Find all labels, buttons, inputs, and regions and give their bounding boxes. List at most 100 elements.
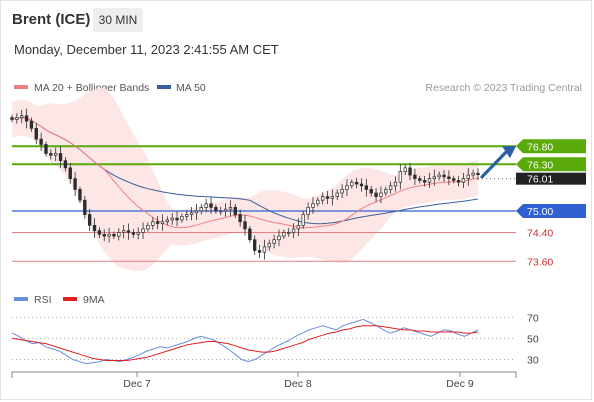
candle [277, 229, 281, 247]
candle-body [24, 115, 29, 122]
candle-body [204, 203, 208, 208]
candle [68, 162, 72, 184]
candle [442, 170, 446, 182]
candle [393, 176, 398, 192]
trend-arrow [480, 146, 516, 179]
candle [24, 108, 29, 129]
candle [29, 117, 34, 132]
candle [408, 162, 412, 181]
trend-arrow-head [502, 146, 516, 159]
rsi-legend-label: RSI [34, 294, 52, 306]
candle-body [233, 207, 237, 215]
candle-body [180, 216, 184, 221]
rsi-legend-swatch [14, 297, 28, 301]
price-labels: 76.80 76.30 75.00 74.40 73.60 76.01 [516, 139, 586, 268]
resistance-label: 76.80 [527, 141, 553, 153]
candle [354, 177, 359, 189]
candle [175, 211, 179, 227]
candle-body [384, 189, 388, 194]
support-label: 74.40 [527, 228, 553, 240]
candle [413, 168, 417, 186]
candle-body [126, 230, 131, 233]
resistance-label-tag [516, 139, 586, 154]
candle-body [102, 233, 106, 237]
candle [301, 210, 305, 229]
candle [121, 224, 126, 239]
candle-body [87, 214, 92, 226]
candle [165, 216, 170, 226]
candle-body [189, 212, 194, 215]
candle [155, 215, 160, 230]
report-timestamp: Monday, December 11, 2023 2:41:55 AM CET [14, 42, 279, 57]
candle [248, 226, 252, 243]
candle-body [146, 224, 150, 230]
candle-body [185, 214, 189, 217]
candle-body [388, 185, 393, 190]
candle-body [15, 117, 19, 120]
candle [49, 149, 53, 160]
candle-body [393, 181, 398, 187]
candle-body [112, 233, 116, 237]
candle [112, 231, 116, 239]
candle [194, 203, 199, 220]
last-price-tag [516, 172, 586, 185]
candle-body [422, 180, 427, 183]
candle-body [427, 178, 432, 183]
candle [204, 198, 208, 213]
candle-body [214, 207, 218, 212]
candle-body [73, 178, 77, 190]
candle [320, 192, 325, 205]
candle [447, 170, 451, 186]
candle-body [83, 199, 87, 215]
candle [199, 203, 203, 215]
candle-body [466, 174, 470, 179]
rsi-ma-legend-label: 9MA [83, 294, 105, 306]
candle-body [442, 174, 446, 178]
candle [233, 203, 237, 219]
candle-body [170, 217, 174, 221]
candle-body [471, 172, 475, 176]
candle [185, 210, 189, 221]
candle-body [364, 185, 369, 190]
resistance-label: 76.30 [527, 159, 553, 171]
x-tick-label: Dec 8 [284, 378, 312, 390]
candle-body [291, 228, 296, 233]
candle [282, 229, 286, 239]
candle [350, 179, 354, 189]
rsi-tick-label: 70 [527, 312, 539, 324]
candle-body [447, 176, 451, 179]
rsi-line [11, 318, 479, 365]
timeframe-badge[interactable]: 30 MIN [93, 8, 143, 32]
candle [78, 186, 82, 204]
candle-body [345, 185, 349, 190]
candle-body [408, 167, 412, 176]
candle-body [209, 203, 213, 208]
candle [432, 169, 436, 186]
candle [359, 178, 364, 192]
candle [437, 171, 441, 181]
candle [141, 222, 145, 239]
candle [92, 218, 97, 238]
ma20-legend-label: MA 20 + Bollinger Bands [34, 82, 149, 94]
candle [223, 203, 228, 217]
candle [257, 244, 262, 259]
candle [427, 172, 432, 188]
candle [379, 186, 383, 204]
candle-body [476, 172, 480, 176]
rsi-ma-line [11, 325, 479, 361]
candle [151, 217, 155, 230]
candle-body [248, 228, 252, 241]
candle-body [350, 181, 354, 187]
ma20-line [11, 117, 479, 229]
candle-body [151, 221, 155, 226]
candle [63, 157, 68, 172]
candle [418, 175, 422, 184]
candle [160, 214, 165, 231]
candle-body [243, 221, 247, 230]
candle-body [456, 180, 461, 183]
candle [388, 181, 393, 194]
rsi-tick-label: 50 [527, 333, 539, 345]
candle-body [369, 189, 373, 194]
candle-body [97, 230, 102, 235]
candle-body [29, 120, 34, 129]
